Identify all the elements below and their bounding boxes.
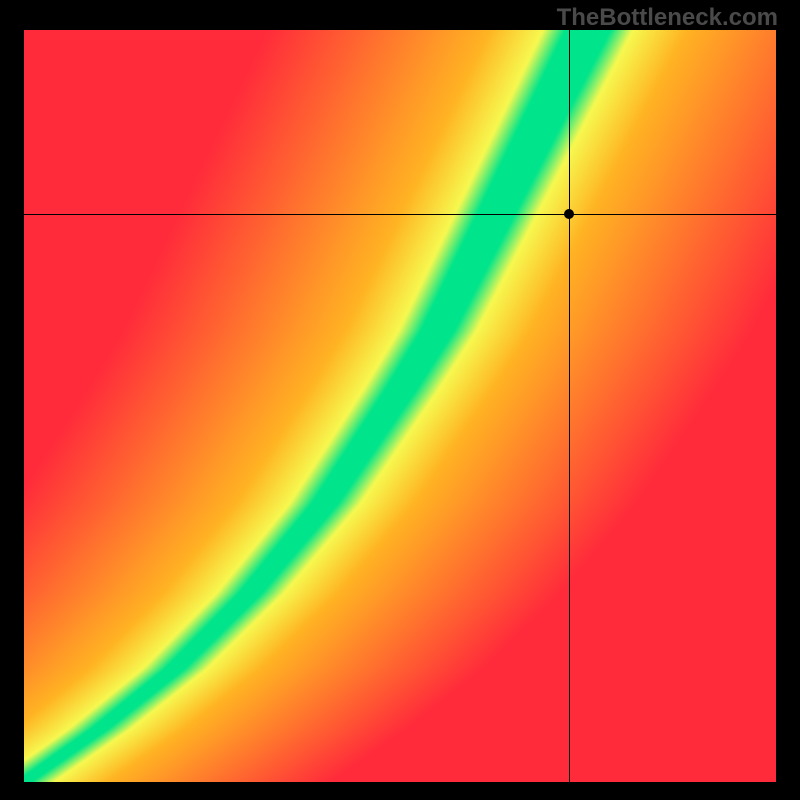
crosshair-marker: [564, 209, 574, 219]
watermark-text: TheBottleneck.com: [557, 4, 778, 32]
crosshair-horizontal: [24, 214, 776, 215]
heatmap-canvas: [24, 30, 776, 782]
crosshair-vertical: [569, 30, 570, 782]
heatmap-chart: [24, 30, 776, 782]
